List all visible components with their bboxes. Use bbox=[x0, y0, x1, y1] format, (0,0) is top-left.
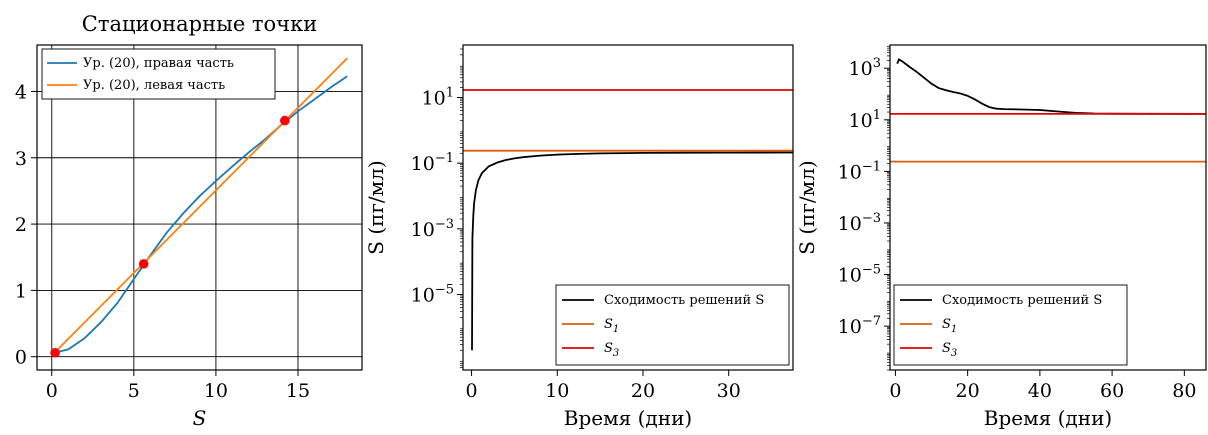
plot-frame bbox=[889, 44, 1207, 371]
tick-label-x: 10 bbox=[545, 380, 569, 402]
tick-label-y: 10−5 bbox=[411, 282, 454, 306]
legend-box bbox=[893, 284, 1128, 366]
legend-label: Сходимость решений S bbox=[604, 293, 764, 308]
tick-label-y: 3 bbox=[15, 148, 27, 170]
tick-label-y: 10−7 bbox=[838, 314, 881, 338]
panel-convergence-long: 0 20 40 60 80 103 101 10−1 10−3 10−5 10−7 Сходимост… bbox=[795, 44, 1207, 430]
tick-label-y: 10−1 bbox=[411, 151, 454, 175]
tick-label-x: 30 bbox=[717, 380, 741, 402]
tick-label-y: 101 bbox=[849, 108, 881, 132]
tick-label-x: 20 bbox=[631, 380, 655, 402]
tick-label-y: 1 bbox=[15, 280, 27, 302]
legend-label: S1 bbox=[604, 317, 619, 335]
tick-label-x: 40 bbox=[1028, 380, 1052, 402]
legend-label: Ур. (20), левая часть bbox=[83, 78, 225, 93]
series-line-0 bbox=[471, 151, 793, 351]
tick-label-x: 0 bbox=[46, 380, 58, 402]
legend-label: Ур. (20), правая часть bbox=[83, 56, 234, 71]
tick-label-y: 10−1 bbox=[838, 159, 881, 183]
tick-label-x: 20 bbox=[956, 380, 980, 402]
x-axis-label: S bbox=[193, 406, 207, 430]
legend-label: S1 bbox=[942, 317, 957, 335]
plot-frame bbox=[36, 44, 363, 371]
tick-label-y: 10−3 bbox=[411, 217, 454, 241]
legend-label: S3 bbox=[604, 341, 619, 359]
tick-label-x: 15 bbox=[286, 380, 310, 402]
legend: Сходимость решений S S1 S3 bbox=[893, 284, 1128, 366]
stationary-point bbox=[50, 347, 60, 358]
tick-label-x: 5 bbox=[128, 380, 140, 402]
legend-box bbox=[555, 284, 790, 366]
series-line-1 bbox=[51, 57, 348, 357]
tick-label-x: 80 bbox=[1172, 380, 1196, 402]
legend-label: S3 bbox=[942, 341, 957, 359]
tick-label-x: 60 bbox=[1100, 380, 1124, 402]
stationary-point bbox=[138, 259, 149, 269]
x-axis-label: Время (дни) bbox=[984, 406, 1112, 430]
tick-label-x: 0 bbox=[466, 380, 478, 402]
panel-convergence-short: 0 10 20 30 101 10−1 10−3 10−5 Сходимость решений… bbox=[364, 44, 794, 430]
tick-label-y: 0 bbox=[15, 347, 27, 369]
series-group bbox=[463, 89, 793, 351]
tick-label-y: 101 bbox=[422, 86, 454, 110]
x-axis-label: Время (дни) bbox=[564, 406, 692, 430]
y-axis-label: S (пг/мл) bbox=[364, 160, 388, 254]
tick-label-y: 10−5 bbox=[838, 263, 881, 287]
tick-label-y: 2 bbox=[15, 214, 27, 236]
legend: Ур. (20), правая часть Ур. (20), левая ча… bbox=[41, 48, 276, 100]
chart-title: Стационарные точки bbox=[82, 12, 317, 36]
tick-label-x: 0 bbox=[889, 380, 901, 402]
tick-label-y: 103 bbox=[849, 56, 881, 80]
legend-label: Сходимость решений S bbox=[942, 293, 1102, 308]
legend-box bbox=[41, 48, 276, 100]
tick-label-y: 10−3 bbox=[838, 211, 881, 235]
series-line-0 bbox=[896, 58, 1206, 115]
series-line-0 bbox=[51, 75, 348, 355]
legend: Сходимость решений S S1 S3 bbox=[555, 284, 790, 366]
stationary-point bbox=[280, 115, 290, 126]
y-axis-label: S (пг/мл) bbox=[795, 160, 819, 254]
tick-label-x: 10 bbox=[204, 380, 228, 402]
plot-frame bbox=[462, 44, 794, 371]
series-group bbox=[890, 58, 1206, 163]
tick-label-y: 4 bbox=[15, 81, 27, 103]
